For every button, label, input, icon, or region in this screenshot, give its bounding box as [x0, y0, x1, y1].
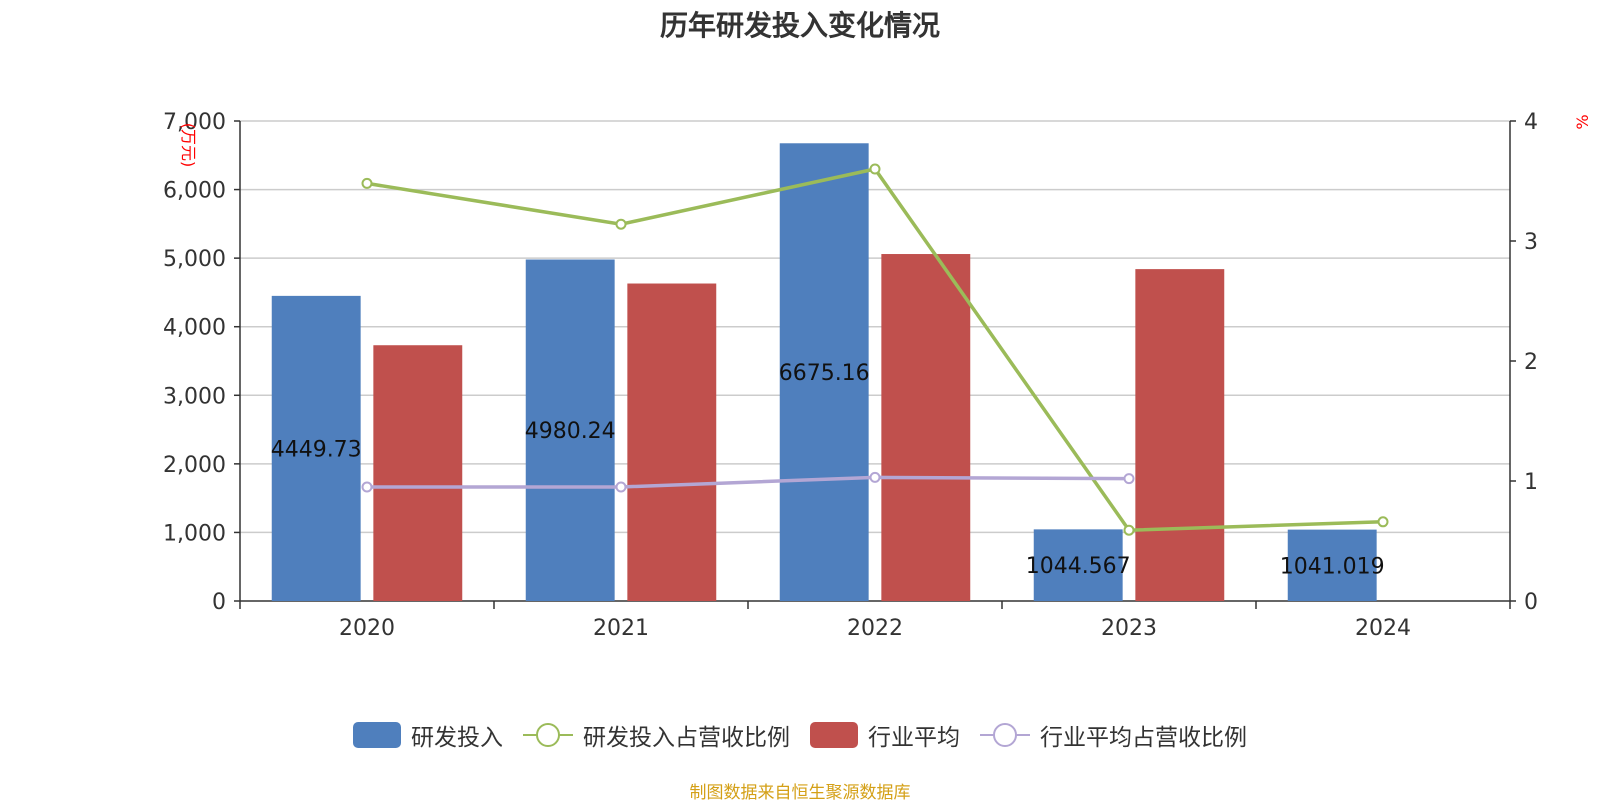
- x-axis-tick-label: 2021: [593, 616, 649, 641]
- left-axis-tick-label: 3,000: [163, 384, 226, 409]
- x-axis-tick-label: 2023: [1101, 616, 1157, 641]
- legend-label-rd: 研发投入: [411, 725, 503, 751]
- right-axis-tick-label: 0: [1524, 590, 1538, 615]
- chart-title: 历年研发投入变化情况: [659, 9, 940, 42]
- point-rd-ratio: [615, 218, 627, 230]
- data-label-rd: 4980.24: [525, 419, 616, 444]
- point-rd-ratio: [1123, 524, 1135, 536]
- legend-label-rd-ratio: 研发投入占营收比例: [583, 725, 790, 751]
- point-industry-ratio: [1123, 473, 1135, 485]
- legend-swatch-industry: [810, 722, 858, 748]
- bar-rd: [1033, 529, 1123, 601]
- legend: 研发投入 研发投入占营收比例 行业平均 行业平均占营收比例: [0, 718, 1600, 752]
- left-axis-tick-label: 7,000: [163, 110, 226, 135]
- bar-industry: [627, 283, 717, 601]
- point-rd-ratio: [1377, 516, 1389, 528]
- point-rd-ratio: [361, 177, 373, 189]
- bar-industry: [1135, 269, 1225, 601]
- right-axis-tick-label: 2: [1524, 350, 1538, 375]
- data-label-rd: 1044.567: [1026, 554, 1131, 579]
- line-industry-ratio: [367, 475, 1130, 489]
- left-axis-tick-label: 1,000: [163, 521, 226, 546]
- legend-label-industry-ratio: 行业平均占营收比例: [1040, 725, 1247, 751]
- left-axis-tick-label: 6,000: [163, 179, 226, 204]
- x-axis-tick-label: 2024: [1355, 616, 1411, 641]
- legend-item-rd[interactable]: 研发投入: [353, 718, 503, 752]
- point-industry-ratio: [615, 481, 627, 493]
- bar-rd: [271, 295, 361, 601]
- bar-rd: [1287, 529, 1377, 601]
- left-axis-unit-label: (万元): [179, 123, 198, 168]
- right-axis-tick-label: 1: [1524, 470, 1538, 495]
- legend-swatch-rd-ratio: [523, 722, 573, 748]
- point-industry-ratio: [361, 481, 373, 493]
- right-axis-unit-label: %: [1573, 114, 1592, 129]
- legend-item-industry-ratio[interactable]: 行业平均占营收比例: [980, 718, 1247, 752]
- bar-industry: [373, 345, 463, 601]
- data-label-rd: 6675.16: [779, 361, 870, 386]
- point-industry-ratio: [869, 471, 881, 483]
- right-axis-tick-label: 3: [1524, 230, 1538, 255]
- legend-swatch-rd: [353, 722, 401, 748]
- right-axis-tick-label: 4: [1524, 110, 1538, 135]
- left-axis-tick-label: 2,000: [163, 453, 226, 478]
- legend-label-industry: 行业平均: [868, 725, 960, 751]
- legend-item-rd-ratio[interactable]: 研发投入占营收比例: [523, 718, 790, 752]
- data-label-rd: 4449.73: [271, 437, 362, 462]
- source-note: 制图数据来自恒生聚源数据库: [689, 783, 911, 803]
- point-rd-ratio: [869, 163, 881, 175]
- left-axis-tick-label: 0: [212, 590, 226, 615]
- left-axis-tick-label: 4,000: [163, 316, 226, 341]
- x-axis-tick-label: 2022: [847, 616, 903, 641]
- bar-rd: [779, 143, 869, 601]
- legend-swatch-industry-ratio: [980, 722, 1030, 748]
- left-axis-tick-label: 5,000: [163, 247, 226, 272]
- data-label-rd: 1041.019: [1280, 554, 1385, 579]
- bar-industry: [881, 254, 971, 601]
- x-axis-tick-label: 2020: [339, 616, 395, 641]
- bar-rd: [525, 259, 615, 601]
- legend-item-industry[interactable]: 行业平均: [810, 718, 960, 752]
